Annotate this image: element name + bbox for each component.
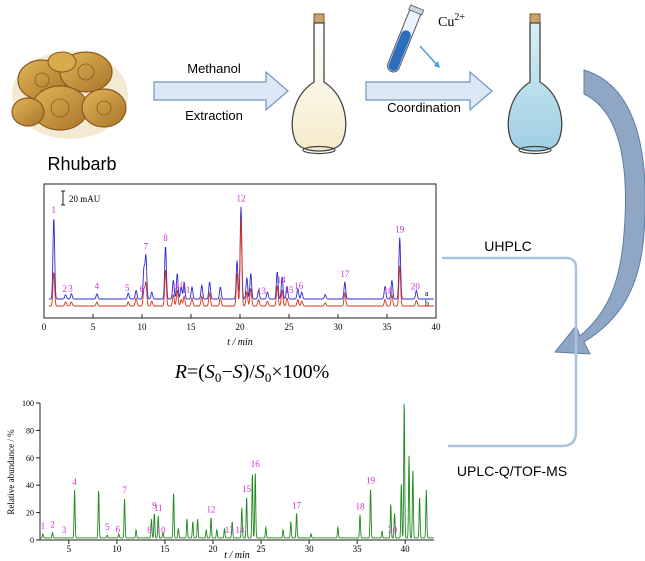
peak-label: 3 [62, 525, 67, 535]
ytick-label: 80 [26, 426, 34, 435]
rhubarb-image [11, 51, 128, 139]
peak-label: 17 [340, 269, 350, 279]
xtick-label: 20 [236, 322, 246, 332]
peak-label: 19 [395, 224, 405, 234]
xtick-label: 40 [401, 544, 411, 554]
xtick-label: 25 [257, 544, 267, 554]
xtick-label: 15 [160, 544, 170, 554]
uhplc-label: UHPLC [484, 238, 531, 254]
flask-extract [291, 13, 347, 155]
extraction-label: Extraction [185, 108, 243, 123]
technique-connector [442, 256, 578, 448]
peak-label: 2 [50, 519, 55, 529]
peak-label: 12 [207, 504, 216, 514]
peak-label: 9 [152, 500, 157, 510]
xtick-label: 5 [67, 544, 72, 554]
peak-label: 16 [294, 281, 304, 291]
ytick-label: 60 [26, 454, 34, 463]
removal-rate-formula: R=(S0−S)/S0×100% [174, 361, 330, 385]
scale-bar-label: 20 mAU [69, 194, 101, 204]
trace-ms [40, 403, 434, 539]
coordination-arrow [365, 70, 493, 112]
peak-label: 10 [176, 280, 186, 290]
trace-b [48, 218, 434, 307]
peak-label: 15 [242, 484, 252, 494]
xtick-label: 15 [187, 322, 197, 332]
peak-label: 11 [182, 285, 191, 295]
peak-label: 11 [154, 503, 163, 513]
peak-label: 7 [144, 241, 149, 251]
ms-label: UPLC-Q/TOF-MS [457, 463, 567, 479]
peak-label: 8 [163, 233, 168, 243]
peak-label: 20 [411, 282, 421, 292]
xtick-label: 25 [285, 322, 295, 332]
chart1-xlabel: t / min [227, 337, 253, 348]
xtick-label: 5 [91, 322, 96, 332]
peak-label: 19 [366, 476, 376, 486]
uhplc-chromatogram: 0 5 10 15 20 25 30 35 40 ab 12 3 4 5 678910111213141… [42, 183, 442, 348]
ytick-label: 40 [26, 481, 34, 490]
coordination-label: Coordination [387, 100, 461, 115]
peak-label: 4 [72, 477, 77, 487]
peak-label: 10 [157, 525, 167, 535]
peak-label: 6 [116, 524, 121, 534]
peak-label: 1 [41, 521, 46, 531]
xtick-label: 30 [305, 544, 315, 554]
xtick-label: 10 [138, 322, 148, 332]
xtick-label: 40 [432, 322, 442, 332]
peak-label: 14 [277, 275, 287, 285]
peak-label: 14 [235, 525, 245, 535]
peak-label: 6 [140, 284, 145, 294]
xtick-label: 30 [334, 322, 344, 332]
methanol-label: Methanol [187, 61, 241, 76]
xtick-label: 10 [112, 544, 122, 554]
scale-bar: 20 mAU [61, 190, 101, 206]
reagent-arrow [419, 45, 439, 67]
peak-label: 16 [251, 459, 261, 469]
xtick-label: 0 [42, 322, 47, 332]
peak-label: 1 [52, 205, 57, 215]
peak-label: 12 [236, 194, 245, 204]
peak-label: 5 [105, 522, 110, 532]
trace-a [48, 206, 434, 300]
peak-label: 17 [292, 500, 302, 510]
extraction-arrow [153, 70, 289, 112]
series-label-a: a [425, 289, 429, 298]
peak-label: 8 [147, 525, 152, 535]
chart2-ylabel: Relative abundance / % [6, 429, 16, 515]
peak-label: 7 [122, 485, 127, 495]
peak-label: 4 [95, 281, 100, 291]
peak-label: 3 [68, 283, 73, 293]
series-label-b: b [425, 299, 429, 308]
peak-label: 18 [356, 502, 366, 512]
peak-label: 20 [388, 525, 398, 535]
flask-complex [507, 13, 563, 155]
peak-label: 5 [125, 283, 130, 293]
ytick-label: 20 [26, 509, 34, 518]
xtick-label: 20 [208, 544, 218, 554]
cu-ion-label: Cu2+ [438, 12, 465, 30]
xtick-label: 35 [353, 544, 363, 554]
ytick-label: 100 [22, 399, 34, 408]
chart2-xlabel: t / min [224, 550, 250, 561]
xtick-label: 35 [383, 322, 393, 332]
peak-label: 15 [285, 285, 295, 295]
ytick-label: 0 [30, 536, 34, 545]
peak-label: 9 [173, 283, 178, 293]
rhubarb-label: Rhubarb [47, 154, 116, 174]
curved-flow-arrow [553, 69, 645, 355]
peak-label: 2 [62, 284, 67, 294]
test-tube-icon [387, 4, 425, 73]
peak-label: 13 [225, 525, 235, 535]
peak-label: 18 [383, 286, 393, 296]
peak-label: 13 [257, 286, 267, 296]
